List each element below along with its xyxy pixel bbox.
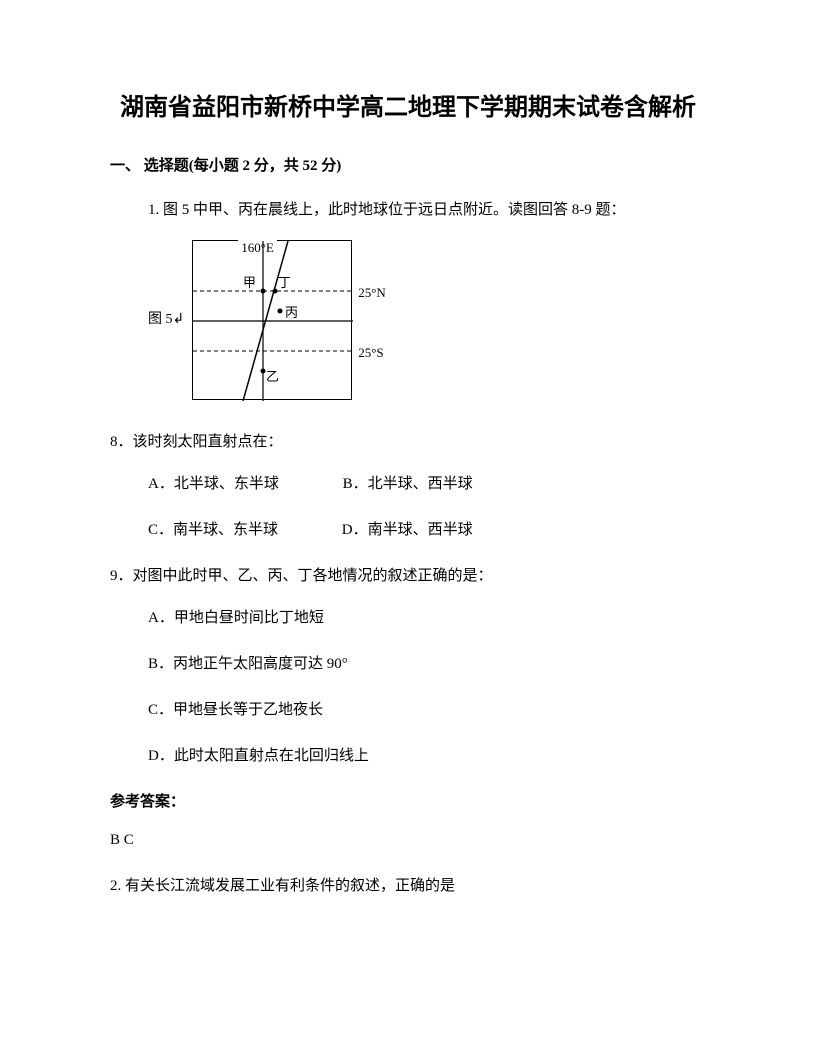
q8-option-b: B．北半球、西半球 bbox=[343, 472, 473, 496]
q2-stem: 2. 有关长江流域发展工业有利条件的叙述，正确的是 bbox=[110, 874, 706, 898]
question-intro: 1. 图 5 中甲、丙在晨线上，此时地球位于远日点附近。读图回答 8-9 题： bbox=[148, 198, 706, 222]
q9-option-c: C．甲地昼长等于乙地夜长 bbox=[148, 698, 706, 722]
diagram-container: 图 5↲ 160°E 甲 丁 丙 乙 25°N 25°S bbox=[148, 240, 706, 400]
section-header: 一、 选择题(每小题 2 分，共 52 分) bbox=[110, 154, 706, 178]
q9-stem: 9．对图中此时甲、乙、丙、丁各地情况的叙述正确的是： bbox=[110, 564, 706, 588]
svg-text:丁: 丁 bbox=[278, 275, 291, 290]
q9-option-d: D．此时太阳直射点在北回归线上 bbox=[148, 744, 706, 768]
svg-text:甲: 甲 bbox=[243, 275, 256, 290]
q9-option-b: B．丙地正午太阳高度可达 90° bbox=[148, 652, 706, 676]
q9-option-a: A．甲地白昼时间比丁地短 bbox=[148, 606, 706, 630]
lat-25n-label: 25°N bbox=[358, 283, 386, 304]
q8-options-row2: C．南半球、东半球 D．南半球、西半球 bbox=[148, 518, 706, 542]
svg-text:乙: 乙 bbox=[266, 369, 279, 384]
answer-text: B C bbox=[110, 828, 706, 852]
map-diagram: 160°E 甲 丁 丙 乙 25°N 25°S bbox=[192, 240, 352, 400]
q8-option-c: C．南半球、东半球 bbox=[148, 518, 278, 542]
lat-25s-label: 25°S bbox=[358, 343, 383, 364]
q8-stem: 8．该时刻太阳直射点在： bbox=[110, 430, 706, 454]
page-title: 湖南省益阳市新桥中学高二地理下学期期末试卷含解析 bbox=[110, 90, 706, 126]
q8-option-a: A．北半球、东半球 bbox=[148, 472, 279, 496]
q8-options-row1: A．北半球、东半球 B．北半球、西半球 bbox=[148, 472, 706, 496]
diagram-svg: 甲 丁 丙 乙 bbox=[193, 241, 353, 401]
answer-header: 参考答案： bbox=[110, 790, 706, 814]
svg-text:丙: 丙 bbox=[285, 305, 298, 320]
diagram-label: 图 5↲ bbox=[148, 309, 184, 331]
q8-option-d: D．南半球、西半球 bbox=[342, 518, 473, 542]
